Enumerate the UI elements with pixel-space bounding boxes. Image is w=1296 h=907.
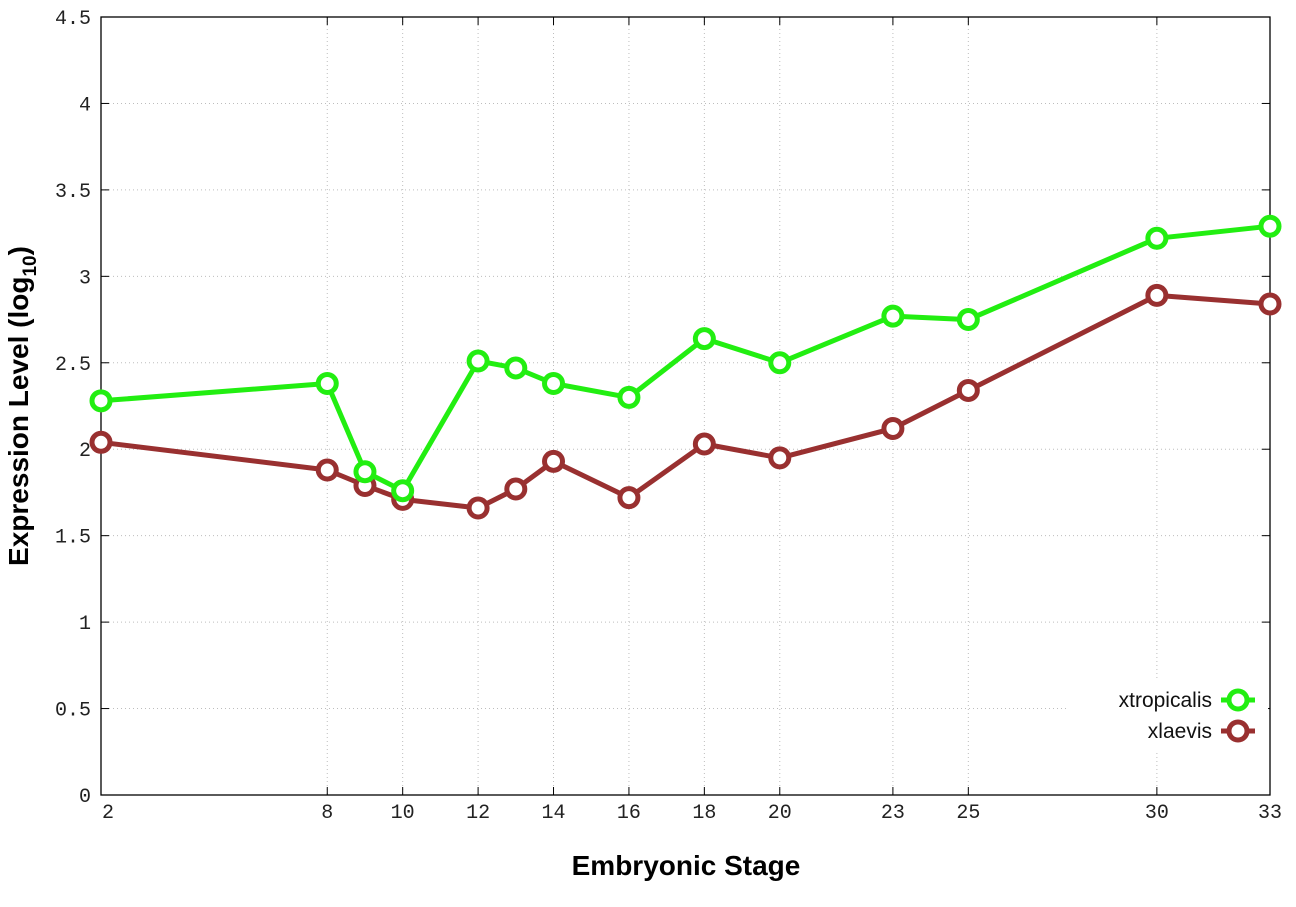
data-point-xlaevis: [1145, 283, 1169, 307]
x-tick-label: 33: [1258, 802, 1282, 825]
legend-label-xtropicalis: xtropicalis: [1119, 689, 1212, 712]
y-tick-label: 0.5: [55, 700, 91, 723]
data-point-xtropicalis: [391, 479, 415, 503]
series-layer: [89, 214, 1282, 520]
x-tick-label: 8: [321, 802, 333, 825]
x-tick-label: 12: [466, 802, 490, 825]
x-tick-label: 20: [768, 802, 792, 825]
y-tick-label: 2: [79, 440, 91, 463]
y-axis-title-main: Expression Level (log: [3, 277, 34, 566]
y-axis-title-close: ): [3, 246, 34, 255]
x-tick-label: 25: [956, 802, 980, 825]
data-point-xtropicalis: [315, 372, 339, 396]
data-point-xtropicalis: [956, 308, 980, 332]
data-point-xtropicalis: [466, 349, 490, 373]
y-tick-label: 1: [79, 613, 91, 636]
y-tick-label: 4.5: [55, 8, 91, 31]
x-tick-label: 14: [542, 802, 566, 825]
data-point-xlaevis: [542, 449, 566, 473]
data-point-xtropicalis: [89, 389, 113, 413]
x-tick-label: 10: [391, 802, 415, 825]
series-line-xtropicalis: [100, 223, 1271, 494]
data-point-xtropicalis: [1258, 214, 1282, 238]
data-point-xtropicalis: [692, 327, 716, 351]
x-tick-label: 16: [617, 802, 641, 825]
x-tick-label: 30: [1145, 802, 1169, 825]
data-point-xtropicalis: [881, 304, 905, 328]
data-point-xtropicalis: [617, 385, 641, 409]
legend-entry-xlaevis: xlaevis: [1148, 719, 1255, 743]
data-point-xlaevis: [881, 416, 905, 440]
data-point-xlaevis: [956, 378, 980, 402]
data-point-xlaevis: [617, 486, 641, 510]
series-line-xlaevis: [100, 292, 1271, 511]
y-axis-title: Expression Level (log10): [3, 246, 41, 566]
data-point-xtropicalis: [542, 372, 566, 396]
x-tick-label: 18: [692, 802, 716, 825]
data-point-xlaevis: [315, 458, 339, 482]
x-tick-label: 2: [102, 802, 114, 825]
data-point-xtropicalis: [768, 351, 792, 375]
x-axis-title: Embryonic Stage: [572, 850, 801, 881]
plot-frame: [100, 16, 1271, 796]
legend-marker-xlaevis: [1226, 719, 1250, 743]
y-tick-label: 4: [79, 94, 91, 117]
grid-layer: [101, 17, 1270, 795]
data-point-xlaevis: [768, 446, 792, 470]
y-tick-label: 1.5: [55, 527, 91, 550]
y-tick-label: 2.5: [55, 354, 91, 377]
y-tick-label: 3.5: [55, 181, 91, 204]
data-point-xlaevis: [692, 432, 716, 456]
y-tick-label: 0: [79, 786, 91, 809]
data-point-xlaevis: [466, 496, 490, 520]
legend-marker-xtropicalis: [1226, 688, 1250, 712]
data-point-xlaevis: [1258, 292, 1282, 316]
x-tick-label: 23: [881, 802, 905, 825]
y-axis-title-subscript: 10: [20, 255, 41, 276]
data-point-xlaevis: [89, 430, 113, 454]
data-point-xtropicalis: [504, 356, 528, 380]
y-tick-label: 3: [79, 267, 91, 290]
legend-entry-xtropicalis: xtropicalis: [1119, 688, 1255, 712]
data-point-xlaevis: [504, 477, 528, 501]
data-point-xtropicalis: [1145, 226, 1169, 250]
tick-layer: 0 0.5 1 1.5 2 2.5 3 3.5 4 4.5 2 8 10 12 14 16 18 20 23 25 30…: [55, 8, 1282, 825]
data-point-xtropicalis: [353, 460, 377, 484]
legend-label-xlaevis: xlaevis: [1148, 720, 1212, 743]
